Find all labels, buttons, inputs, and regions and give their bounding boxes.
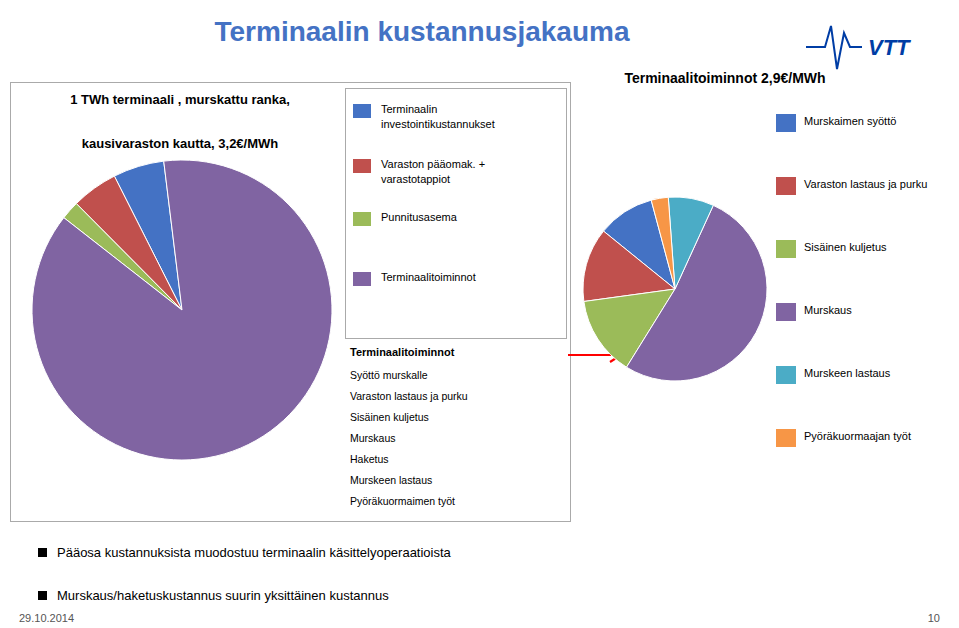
html-text:Murskeen lastaus: Murskeen lastaus xyxy=(350,474,433,486)
html-text:Varaston pääomak. + varastotap: Varaston pääomak. + varastotappiot xyxy=(381,158,486,185)
html-text:Murskaus: Murskaus xyxy=(350,432,396,444)
html-text:Murskaimen syöttö: Murskaimen syöttö xyxy=(804,115,897,127)
html-text:Haketus: Haketus xyxy=(350,453,389,465)
html-text:Sisäinen kuljetus: Sisäinen kuljetus xyxy=(804,241,887,253)
html-text:Syöttö murskalle: Syöttö murskalle xyxy=(350,369,428,381)
html-text:Murskaus: Murskaus xyxy=(804,304,852,316)
html-text:Sisäinen kuljetus: Sisäinen kuljetus xyxy=(350,411,429,423)
svg-text:VTT: VTT xyxy=(868,35,911,60)
html-text:Murskeen lastaus: Murskeen lastaus xyxy=(804,367,891,379)
html-text:Varaston lastaus ja purku: Varaston lastaus ja purku xyxy=(804,178,928,190)
html-text:Terminaalitoiminnot: Terminaalitoiminnot xyxy=(350,346,455,358)
html-text:29.10.2014: 29.10.2014 xyxy=(19,612,75,624)
html-text:Pyöräkuormaimen työt: Pyöräkuormaimen työt xyxy=(350,495,455,507)
html-text:Terminaalitoiminnot: Terminaalitoiminnot xyxy=(381,271,476,283)
html-text:Pääosa kustannuksista muodostu: Pääosa kustannuksista muodostuu terminaa… xyxy=(57,545,451,560)
html-text:Terminaalin investointikustann: Terminaalin investointikustannukset xyxy=(381,103,495,130)
html-text:Terminaalin kustannusjakauma: Terminaalin kustannusjakauma xyxy=(214,16,630,47)
html-text:Murskaus/haketuskustannus suur: Murskaus/haketuskustannus suurin yksittä… xyxy=(57,588,389,603)
html-text:1 TWh terminaali , murskattu r: 1 TWh terminaali , murskattu ranka, xyxy=(70,92,290,107)
html-text:Punnitusasema: Punnitusasema xyxy=(381,211,457,223)
html-text:Terminaalitoiminnot 2,9€/MWh: Terminaalitoiminnot 2,9€/MWh xyxy=(624,70,826,86)
html-text:kausivaraston kautta, 3,2€/MWh: kausivaraston kautta, 3,2€/MWh xyxy=(81,136,279,151)
html-text:Varaston lastaus ja purku: Varaston lastaus ja purku xyxy=(350,390,468,402)
html-text:10: 10 xyxy=(927,612,940,624)
html-text:Pyöräkuormaajan työt: Pyöräkuormaajan työt xyxy=(804,430,911,442)
